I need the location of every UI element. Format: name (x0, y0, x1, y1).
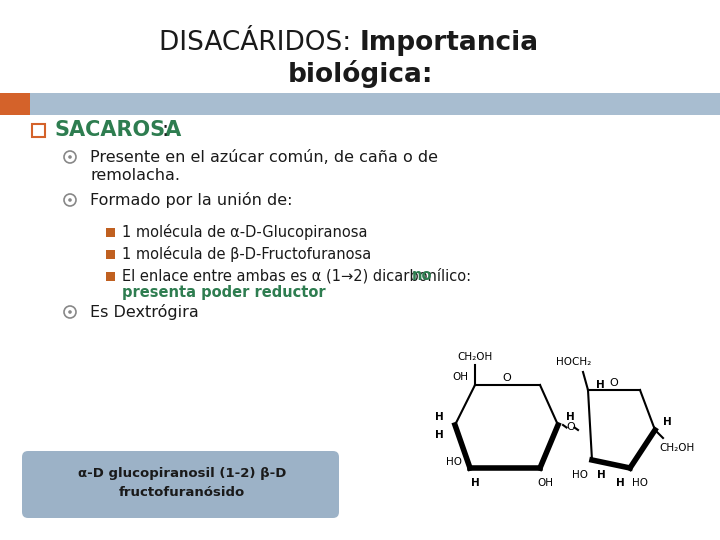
Bar (106, 272, 115, 281)
Text: O: O (503, 373, 511, 383)
Text: no: no (412, 268, 433, 284)
Text: HO: HO (632, 478, 648, 488)
Text: α-D glucopiranosil (1-2) β-D
fructofuranósido: α-D glucopiranosil (1-2) β-D fructofuran… (78, 467, 286, 499)
Text: OH: OH (452, 372, 468, 382)
Text: Presente en el azúcar común, de caña o de: Presente en el azúcar común, de caña o d… (90, 150, 438, 165)
Text: remolacha.: remolacha. (90, 167, 180, 183)
Text: :: : (161, 120, 168, 140)
Text: H: H (435, 430, 444, 440)
Circle shape (68, 310, 72, 314)
Text: El enlace entre ambas es α (1→2) dicarbonílico:: El enlace entre ambas es α (1→2) dicarbo… (122, 268, 476, 284)
Text: OH: OH (537, 478, 553, 488)
Circle shape (68, 155, 72, 159)
Text: H: H (597, 470, 606, 480)
Bar (0, 93, 30, 115)
Text: Formado por la unión de:: Formado por la unión de: (90, 192, 292, 208)
Bar (106, 250, 115, 259)
Text: CH₂OH: CH₂OH (457, 352, 492, 362)
Text: HO: HO (572, 470, 588, 480)
FancyBboxPatch shape (22, 451, 339, 518)
Bar (106, 228, 115, 237)
Bar (32, 124, 45, 137)
Text: H: H (435, 412, 444, 422)
Text: biológica:: biológica: (287, 60, 433, 88)
Text: HO: HO (446, 457, 462, 467)
Text: CH₂OH: CH₂OH (660, 443, 695, 453)
Text: HOCH₂: HOCH₂ (557, 357, 592, 367)
Text: 1 molécula de α-D-Glucopiranosa: 1 molécula de α-D-Glucopiranosa (122, 224, 367, 240)
Text: H: H (616, 478, 625, 488)
Circle shape (68, 198, 72, 202)
Text: H: H (566, 412, 575, 422)
Text: SACAROSA: SACAROSA (54, 120, 181, 140)
Text: H: H (662, 417, 671, 427)
Text: Es Dextrógira: Es Dextrógira (90, 304, 199, 320)
Text: DISACÁRIDOS:: DISACÁRIDOS: (159, 30, 360, 56)
Text: O: O (566, 422, 575, 433)
Bar (0, 93, 720, 115)
Text: 1 molécula de β-D-Fructofuranosa: 1 molécula de β-D-Fructofuranosa (122, 246, 372, 262)
Text: O: O (610, 378, 618, 388)
Text: Importancia: Importancia (360, 30, 539, 56)
Text: H: H (596, 380, 605, 390)
Text: presenta poder reductor: presenta poder reductor (122, 286, 325, 300)
Text: H: H (471, 478, 480, 488)
